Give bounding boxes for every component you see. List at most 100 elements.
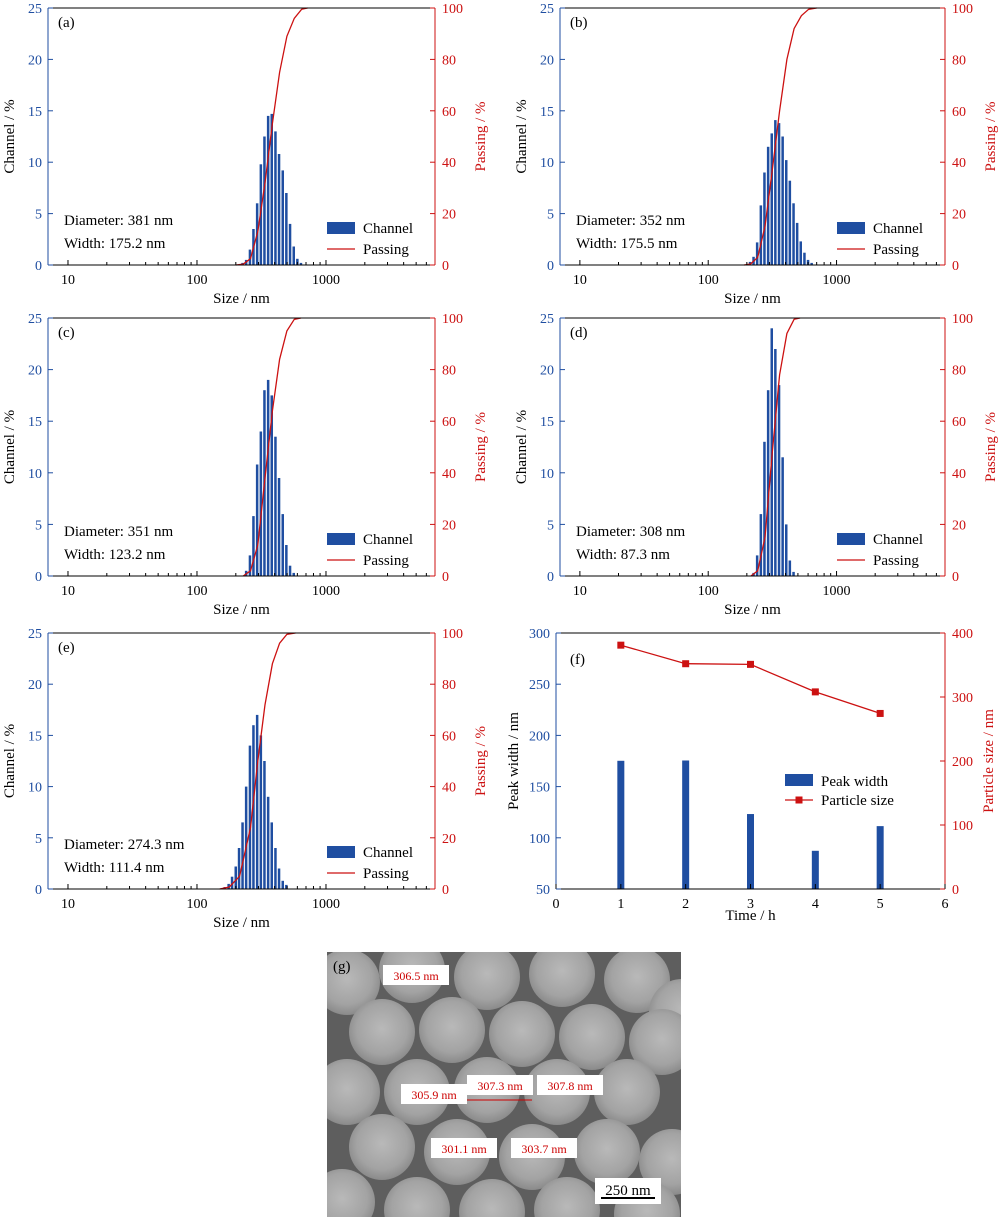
channel-bar — [288, 565, 292, 576]
x-tick-label: 10 — [61, 584, 75, 599]
x-tick-label: 1 — [617, 897, 624, 912]
channel-bar — [266, 115, 270, 266]
measurement-label: 307.8 nm — [547, 1079, 593, 1093]
y-right-tick-label: 40 — [952, 467, 966, 482]
y-right-tick-label: 20 — [952, 518, 966, 533]
legend-channel-swatch — [837, 533, 865, 545]
y-right-tick-label: 80 — [952, 53, 966, 68]
y-right-tick-label: 40 — [442, 156, 456, 171]
chart-panel-e: 10 100 1000 0 5 10 15 20 25 0 20 40 60 80 100 Size / nm… — [2, 627, 489, 931]
x-tick-label: 6 — [942, 897, 949, 912]
panel-label: (b) — [570, 15, 588, 31]
channel-bar — [285, 545, 288, 576]
y-right-tick-label: 60 — [442, 415, 456, 430]
y-right-axis-title: Particle size / nm — [981, 709, 997, 813]
y-right-axis-title: Passing / % — [473, 412, 489, 482]
y-right-tick-label: 60 — [442, 729, 456, 744]
channel-bar — [248, 249, 252, 265]
channel-bar — [774, 349, 777, 576]
x-axis-title: Size / nm — [213, 602, 270, 618]
channel-bar — [788, 180, 792, 265]
channel-bar — [292, 246, 295, 265]
particle-size-point — [811, 688, 819, 696]
channel-bar — [770, 133, 773, 265]
channel-bar — [285, 193, 288, 265]
legend-peak-width-swatch — [785, 774, 813, 786]
x-tick-label: 100 — [186, 897, 207, 912]
channel-bar — [777, 385, 781, 576]
peak-width-bar — [682, 760, 690, 889]
y-left-axis-title: Channel / % — [2, 410, 18, 484]
channel-bar — [281, 514, 284, 576]
y-right-tick-label: 100 — [952, 819, 973, 834]
y-right-tick-label: 20 — [442, 518, 456, 533]
y-left-tick-label: 25 — [28, 627, 42, 642]
channel-bar — [270, 822, 273, 889]
channel-bar — [763, 441, 766, 576]
diameter-annotation: Diameter: 308 nm — [576, 524, 685, 540]
peak-width-bar — [811, 850, 819, 889]
channel-bar — [810, 262, 813, 265]
sem-sphere — [349, 999, 415, 1065]
chart-panel-b: 10 100 1000 0 5 10 15 20 25 0 20 40 60 80 100 Size / nm… — [514, 2, 999, 307]
panel-label: (d) — [570, 325, 588, 341]
y-right-tick-label: 0 — [952, 883, 959, 898]
y-left-axis-title: Channel / % — [514, 99, 530, 173]
measurement-label: 306.5 nm — [393, 969, 439, 983]
channel-bar — [299, 262, 303, 265]
legend-channel-swatch — [327, 533, 355, 545]
sem-sphere — [489, 1001, 555, 1067]
x-tick-label: 2 — [682, 897, 689, 912]
x-tick-label: 100 — [698, 273, 719, 288]
x-tick-label: 1000 — [312, 584, 340, 599]
channel-bar — [227, 883, 230, 889]
channel-bar — [277, 478, 281, 576]
sem-sphere — [384, 1177, 450, 1222]
legend-channel-label: Channel — [873, 532, 923, 548]
chart-panel-c: 10 100 1000 0 5 10 15 20 25 0 20 40 60 80 100 Size / nm… — [2, 312, 489, 618]
y-right-tick-label: 80 — [952, 364, 966, 379]
x-tick-label: 3 — [747, 897, 754, 912]
y-right-tick-label: 40 — [442, 781, 456, 796]
channel-bar — [259, 431, 263, 576]
x-tick-label: 0 — [553, 897, 560, 912]
channel-bar — [248, 555, 252, 576]
y-left-tick-label: 20 — [28, 678, 42, 693]
y-left-tick-label: 20 — [28, 53, 42, 68]
channel-bar — [259, 735, 263, 889]
y-left-axis-title: Channel / % — [2, 99, 18, 173]
y-left-tick-label: 0 — [35, 259, 42, 274]
x-tick-label: 1000 — [823, 273, 851, 288]
passing-line — [743, 7, 817, 266]
channel-bar — [755, 242, 759, 265]
channel-bar — [266, 379, 270, 576]
peak-width-bar — [617, 760, 625, 889]
measurement-label: 303.7 nm — [521, 1142, 567, 1156]
peak-width-bar — [747, 814, 754, 889]
measurement-label: 305.9 nm — [411, 1088, 457, 1102]
channel-bar — [759, 205, 763, 265]
channel-bar — [255, 714, 259, 889]
channel-bar — [792, 571, 795, 576]
channel-bar — [759, 514, 763, 576]
channel-bar — [230, 876, 234, 889]
channel-bar — [244, 786, 248, 889]
y-right-axis-title: Passing / % — [983, 101, 999, 171]
x-tick-label: 1000 — [823, 584, 851, 599]
diameter-annotation: Diameter: 274.3 nm — [64, 837, 185, 853]
sem-sphere — [559, 1004, 625, 1070]
channel-bar — [296, 258, 299, 265]
channel-bar — [252, 516, 255, 576]
channel-bar — [755, 555, 759, 576]
y-right-tick-label: 0 — [952, 259, 959, 274]
y-left-tick-label: 200 — [529, 729, 550, 744]
channel-bar — [774, 120, 777, 265]
channel-bar — [792, 203, 795, 265]
x-tick-label: 10 — [61, 897, 75, 912]
sem-sphere — [594, 1059, 660, 1125]
y-right-tick-label: 100 — [442, 312, 463, 327]
channel-bar — [288, 223, 292, 265]
channel-bar — [274, 436, 277, 576]
legend-passing-label: Passing — [363, 242, 409, 258]
